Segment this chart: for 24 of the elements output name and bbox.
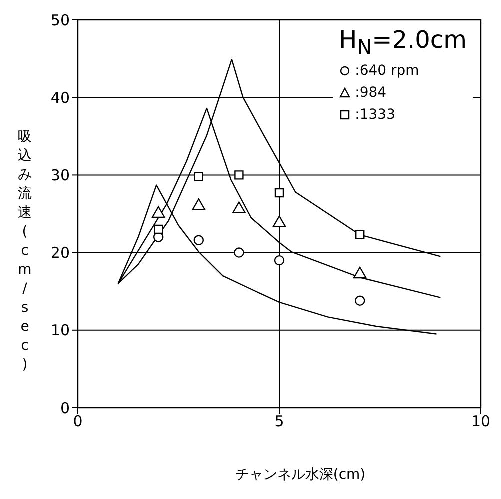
y-axis-title: 吸込み流速(cm/sec): [17, 128, 33, 375]
point: [194, 172, 204, 182]
y-tick-label: 30: [50, 166, 70, 185]
y-tick-label: 50: [50, 11, 70, 30]
x-axis-title: チャンネル水深(cm): [234, 466, 367, 484]
annotation: H$_{N}$=2.0cm: [339, 26, 467, 59]
y-tick-label: 10: [50, 322, 70, 340]
point: [234, 248, 244, 258]
point: [354, 296, 366, 306]
point: [194, 235, 204, 246]
x-tick-label: 5: [274, 412, 284, 431]
x-tick-label: 0: [73, 412, 83, 431]
point: [274, 255, 285, 266]
y-tick-label: 0: [60, 399, 70, 418]
point: [234, 170, 244, 180]
legend-label: :1333: [355, 106, 396, 123]
legend-label: :640 rpm: [355, 62, 420, 79]
point: [154, 224, 164, 234]
point: [356, 230, 365, 240]
x-tick-label: 10: [471, 412, 491, 431]
point: [274, 188, 284, 198]
y-tick-label: 40: [50, 88, 70, 107]
legend-label: :984: [355, 84, 387, 101]
y-tick-label: 20: [50, 244, 70, 262]
